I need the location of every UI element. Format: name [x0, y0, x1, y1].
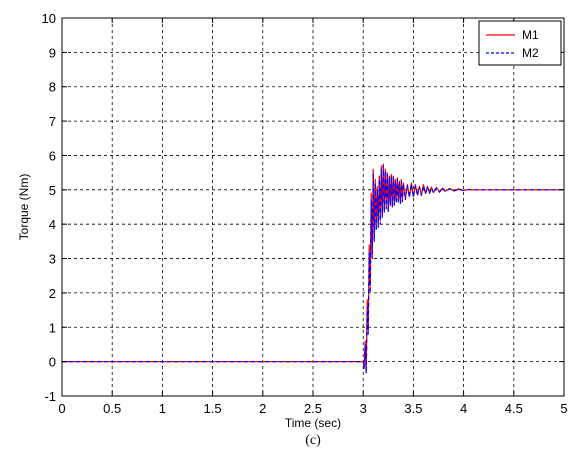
x-tick-label: 0.5 [103, 401, 121, 416]
x-tick-label: 5 [560, 401, 567, 416]
y-tick-label: 10 [42, 11, 56, 26]
grid-lines [62, 18, 564, 396]
series-line-m2 [62, 165, 564, 375]
legend-box [478, 20, 562, 66]
x-tick-label: 2.5 [304, 401, 322, 416]
legend-label-m1: M1 [522, 28, 539, 42]
y-tick-label: 9 [49, 45, 56, 60]
legend: M1 M2 [478, 20, 562, 66]
y-axis-label: Torque (Nm) [17, 174, 31, 241]
y-tick-label: 3 [49, 252, 56, 267]
x-axis-ticks: 0 0.5 1 1.5 2 2.5 3 3.5 4 4.5 5 [58, 18, 568, 416]
legend-label-m2: M2 [522, 46, 539, 60]
y-tick-label: 5 [49, 183, 56, 198]
figure-caption: (c) [305, 433, 321, 448]
x-tick-label: 3.5 [404, 401, 422, 416]
x-tick-label: 3 [360, 401, 367, 416]
y-tick-label: 6 [49, 148, 56, 163]
y-axis-ticks: -1 0 1 2 3 4 5 6 7 8 9 10 [42, 11, 564, 404]
x-axis-label: Time (sec) [285, 416, 341, 430]
y-tick-label: 0 [49, 355, 56, 370]
x-tick-label: 1.5 [204, 401, 222, 416]
x-tick-label: 1 [159, 401, 166, 416]
y-tick-label: 2 [49, 286, 56, 301]
series-layer [62, 163, 564, 375]
x-tick-label: 4.5 [505, 401, 523, 416]
y-tick-label: 1 [49, 320, 56, 335]
y-tick-label: 8 [49, 80, 56, 95]
y-tick-label: 4 [49, 217, 56, 232]
x-tick-label: 0 [58, 401, 65, 416]
y-tick-label: 7 [49, 114, 56, 129]
x-tick-label: 4 [460, 401, 467, 416]
x-tick-label: 2 [259, 401, 266, 416]
y-tick-label: -1 [44, 389, 56, 404]
